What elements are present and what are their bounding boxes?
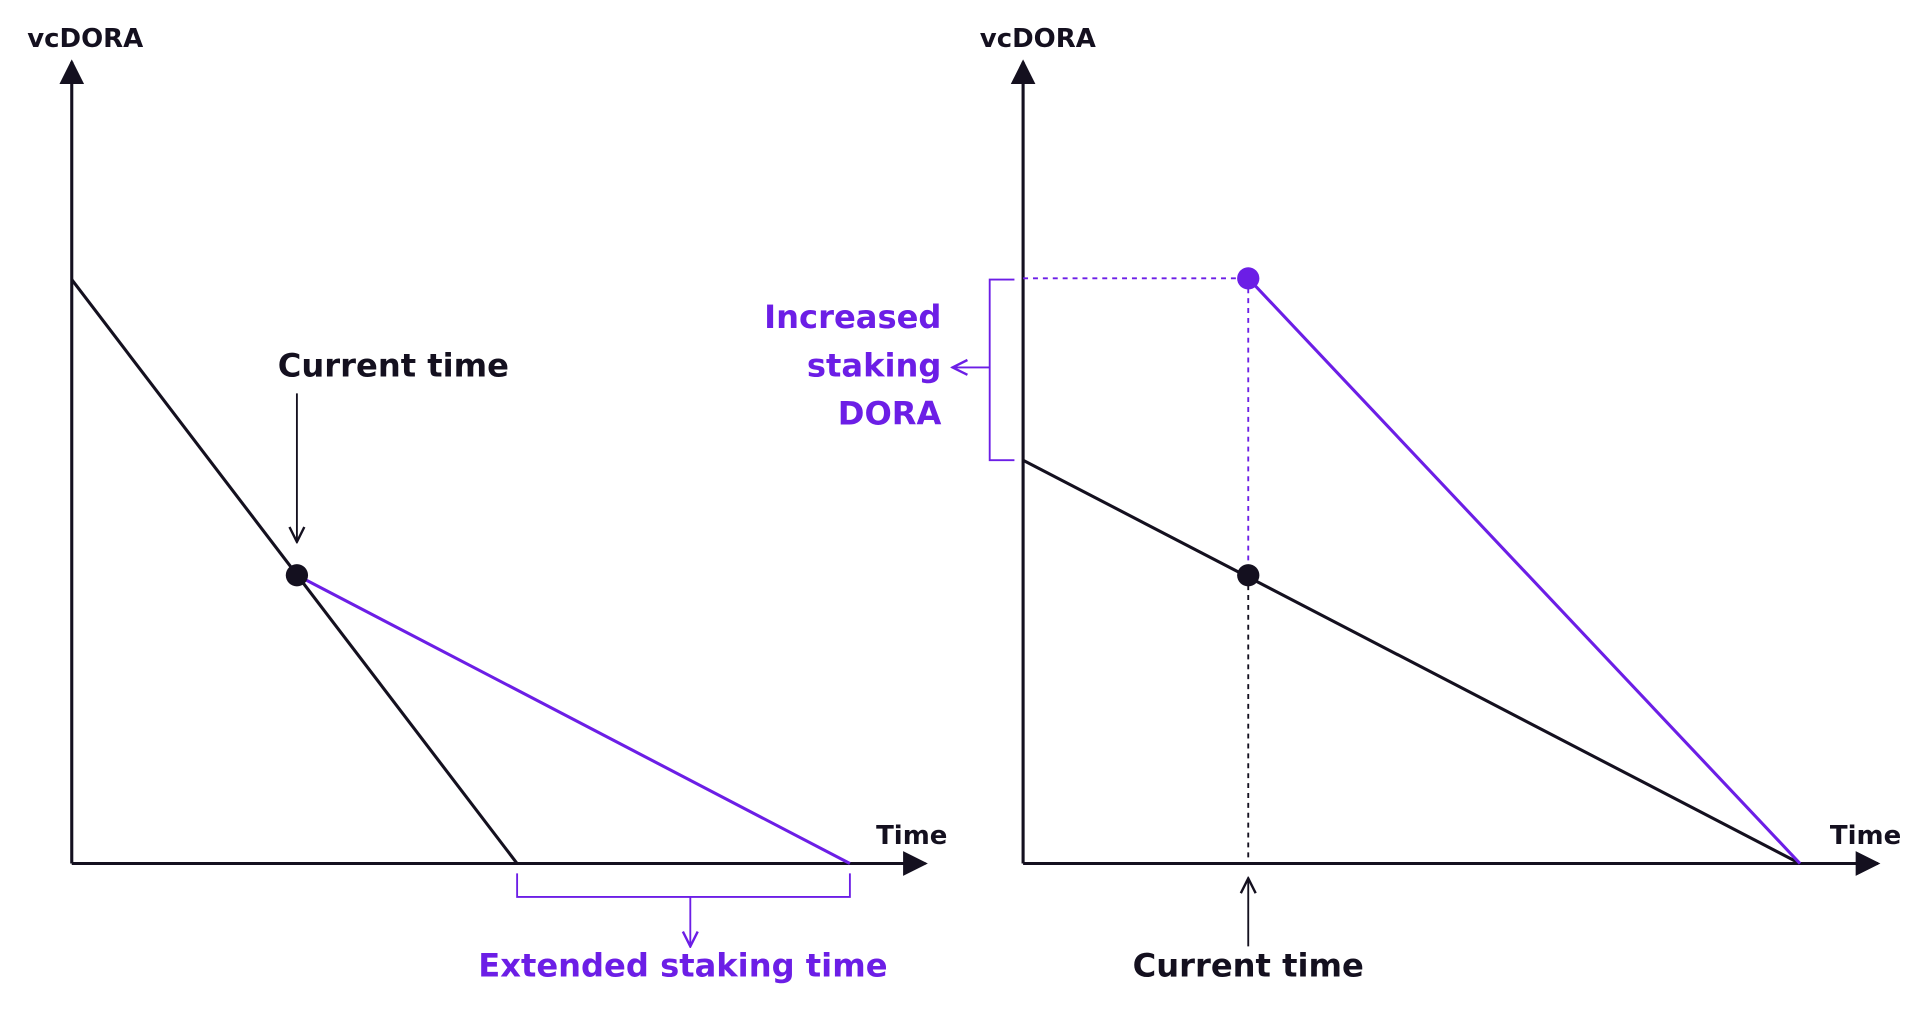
extended-line	[296, 573, 851, 865]
current-time-label: Current time	[1133, 946, 1364, 984]
x-axis-label: Time	[876, 821, 947, 851]
note-line: Increased	[764, 298, 941, 336]
bracket	[516, 873, 851, 898]
right-panel: vcDORA Time Current time Increased staki…	[764, 24, 1901, 984]
increased-point	[1237, 267, 1260, 290]
current-point	[285, 564, 309, 587]
x-axis-label: Time	[1830, 821, 1901, 851]
original-line	[1022, 458, 1801, 865]
note: Extended staking time	[478, 946, 887, 984]
bracket	[988, 278, 1015, 462]
current-time-label: Current time	[278, 346, 509, 384]
increased-line	[1247, 277, 1802, 865]
y-axis-label: vcDORA	[980, 24, 1096, 54]
left-panel: vcDORA Time Current time Extended stakin…	[27, 24, 947, 984]
note-line: staking	[807, 346, 942, 384]
current-point	[1237, 564, 1260, 587]
y-axis-label: vcDORA	[27, 24, 143, 54]
note-line: DORA	[838, 395, 942, 433]
